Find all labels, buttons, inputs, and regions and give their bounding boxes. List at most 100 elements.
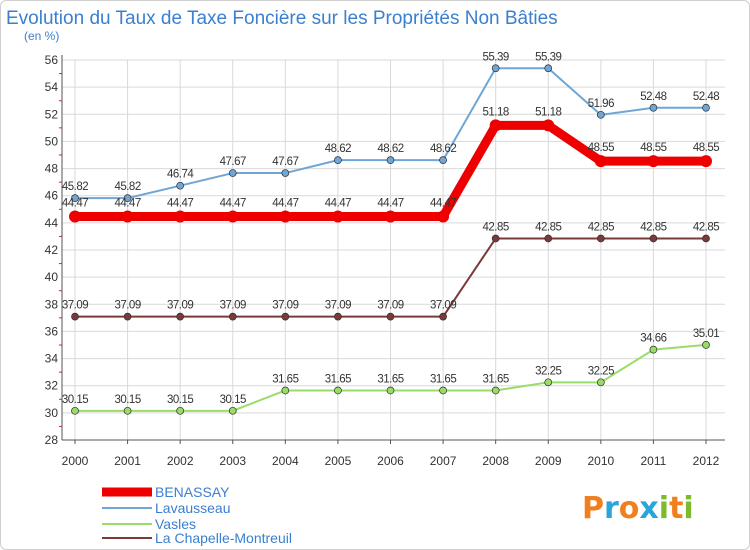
- data-point-vasles: [281, 386, 290, 395]
- data-label-vasles: 31.65: [325, 373, 351, 385]
- y-tick-label: 28: [45, 433, 59, 447]
- data-label-vasles: 31.65: [272, 373, 298, 385]
- x-tick-label: 2012: [693, 454, 720, 468]
- data-point-la-chapelle-montreuil: [596, 234, 605, 243]
- data-label-la-chapelle-montreuil: 37.09: [377, 300, 403, 312]
- data-point-lavausseau: [281, 169, 290, 177]
- x-tick-label: 2009: [535, 454, 562, 468]
- y-tick-label: 36: [45, 324, 59, 338]
- x-tick-label: 2005: [325, 454, 352, 468]
- data-point-benassay: [700, 155, 712, 168]
- data-label-la-chapelle-montreuil: 37.09: [114, 300, 140, 312]
- data-label-vasles: 31.65: [430, 373, 456, 385]
- data-label-benassay: 48.55: [640, 142, 666, 154]
- data-point-vasles: [439, 386, 447, 395]
- x-tick-label: 2001: [114, 454, 141, 468]
- data-label-benassay: 51.18: [535, 106, 561, 118]
- chart-title: Evolution du Taux de Taxe Foncière sur l…: [6, 8, 558, 29]
- data-point-vasles: [71, 406, 79, 415]
- data-label-vasles: 30.15: [167, 394, 193, 406]
- proxiti-logo-text: Proxiti: [582, 491, 694, 526]
- legend-label-lavausseau: Lavausseau: [155, 500, 231, 516]
- data-label-la-chapelle-montreuil: 42.85: [640, 221, 666, 233]
- data-label-benassay: 44.47: [167, 197, 193, 209]
- data-label-benassay: 44.47: [325, 197, 351, 209]
- data-point-la-chapelle-montreuil: [228, 312, 237, 321]
- data-point-benassay: [121, 210, 134, 223]
- data-label-la-chapelle-montreuil: 42.85: [693, 221, 719, 233]
- series-layer: [69, 64, 712, 415]
- x-tick-label: 2002: [167, 454, 194, 468]
- y-tick-label: 34: [45, 352, 59, 366]
- data-point-vasles: [491, 386, 500, 395]
- data-point-lavausseau: [649, 103, 658, 112]
- legend-label-la-chapelle-montreuil: La Chapelle-Montreuil: [155, 530, 292, 546]
- y-tick-label: 52: [45, 107, 59, 121]
- data-label-la-chapelle-montreuil: 37.09: [272, 300, 298, 312]
- data-point-la-chapelle-montreuil: [544, 234, 553, 243]
- data-point-lavausseau: [386, 156, 395, 165]
- data-label-vasles: 31.65: [483, 373, 509, 385]
- data-point-lavausseau: [228, 169, 237, 177]
- data-point-benassay: [279, 210, 292, 223]
- data-point-lavausseau: [176, 181, 185, 190]
- y-tick-label: 32: [45, 379, 59, 393]
- x-tick-label: 2003: [219, 454, 246, 468]
- data-point-la-chapelle-montreuil: [649, 234, 658, 243]
- data-point-la-chapelle-montreuil: [176, 312, 185, 321]
- data-label-la-chapelle-montreuil: 37.09: [220, 300, 246, 312]
- data-label-lavausseau: 47.67: [220, 156, 246, 168]
- y-tick-label: 44: [45, 216, 59, 230]
- data-point-benassay: [647, 155, 660, 168]
- x-tick-label: 2010: [587, 454, 614, 468]
- data-label-benassay: 44.47: [62, 197, 88, 209]
- data-labels-layer: 37.09 37.09 37.09 37.09 37.09 37.09 37.09 37.09…: [62, 51, 720, 406]
- data-label-benassay: 51.18: [483, 106, 509, 118]
- data-point-vasles: [334, 386, 342, 395]
- data-label-la-chapelle-montreuil: 37.09: [62, 300, 88, 312]
- x-axis-ticks: 2000 2001 2002 2003 2004 2005 2006 2007 2008 2009…: [62, 454, 720, 468]
- data-point-vasles: [386, 386, 395, 395]
- x-tick-label: 2011: [641, 454, 667, 468]
- data-label-lavausseau: 51.96: [588, 98, 614, 110]
- data-point-benassay: [542, 119, 555, 132]
- axes: [59, 55, 725, 444]
- data-point-lavausseau: [491, 64, 500, 73]
- data-label-benassay: 44.47: [114, 197, 140, 209]
- data-label-la-chapelle-montreuil: 42.85: [535, 221, 561, 233]
- proxiti-logo: Proxiti: [582, 491, 694, 526]
- legend-label-benassay: BENASSAY: [155, 484, 230, 500]
- data-point-benassay: [174, 210, 187, 223]
- data-point-lavausseau: [123, 194, 132, 203]
- data-label-benassay: 48.55: [693, 142, 719, 154]
- data-label-lavausseau: 48.62: [377, 143, 403, 155]
- data-point-la-chapelle-montreuil: [334, 312, 342, 321]
- data-point-la-chapelle-montreuil: [702, 234, 710, 243]
- data-point-benassay: [226, 210, 239, 223]
- data-label-vasles: 35.01: [693, 328, 719, 340]
- data-point-benassay: [437, 210, 450, 223]
- data-point-benassay: [384, 210, 397, 223]
- data-point-la-chapelle-montreuil: [281, 312, 290, 321]
- x-tick-label: 2000: [62, 454, 89, 468]
- data-point-lavausseau: [71, 194, 79, 203]
- y-tick-label: 38: [45, 297, 59, 311]
- data-label-vasles: 31.65: [377, 373, 403, 385]
- data-point-benassay: [489, 119, 502, 132]
- data-point-vasles: [123, 406, 132, 415]
- y-tick-label: 54: [45, 80, 59, 94]
- data-label-vasles: 32.25: [588, 365, 614, 377]
- legend-label-vasles: Vasles: [155, 516, 196, 532]
- data-point-la-chapelle-montreuil: [123, 312, 132, 321]
- y-tick-label: 42: [45, 243, 59, 257]
- data-label-benassay: 44.47: [377, 197, 403, 209]
- data-label-lavausseau: 45.82: [114, 181, 140, 193]
- data-point-benassay: [331, 210, 344, 223]
- chart-subtitle: (en %): [24, 29, 59, 43]
- data-point-vasles: [596, 378, 605, 387]
- y-tick-label: 30: [45, 406, 59, 420]
- data-point-la-chapelle-montreuil: [439, 312, 447, 321]
- data-label-la-chapelle-montreuil: 42.85: [588, 221, 614, 233]
